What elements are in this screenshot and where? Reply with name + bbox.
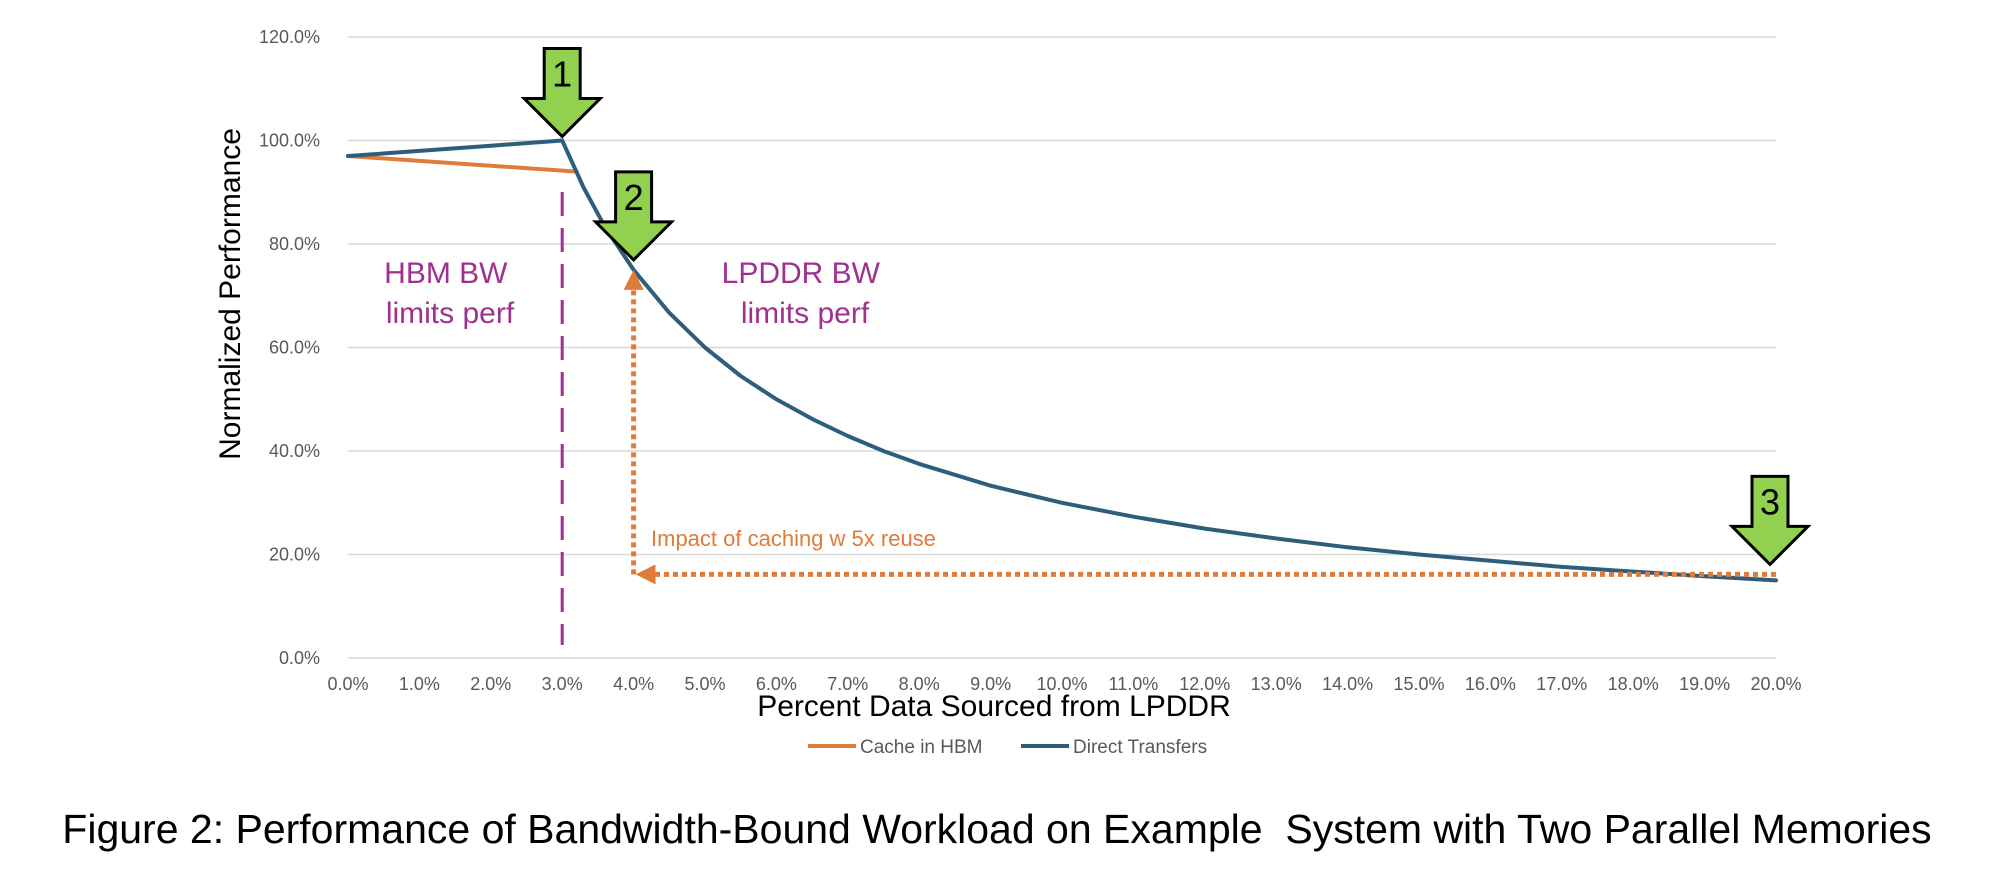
x-tick-label: 5.0% [684,674,725,694]
callout-arrow-1 [520,47,604,139]
x-tick-label: 6.0% [756,674,797,694]
x-tick-label: 8.0% [899,674,940,694]
x-tick-label: 19.0% [1679,674,1730,694]
y-tick-label: 80.0% [269,234,320,254]
x-tick-label: 4.0% [613,674,654,694]
series-line-cache-in-hbm [346,154,579,174]
y-tick-label: 60.0% [269,338,320,358]
callout-arrow-3 [1728,474,1812,567]
y-tick-label: 120.0% [259,27,320,47]
x-tick-label: 17.0% [1536,674,1587,694]
hbm-region-label-line-2: limits perf [386,297,515,330]
x-axis-ticks: 0.0% 1.0% 2.0% 3.0% 4.0% 5.0% 6.0% 7.0% 8.0% 9.0%… [327,674,1801,694]
x-axis-title: Percent Data Sourced from LPDDR [757,690,1231,723]
x-tick-label: 13.0% [1251,674,1302,694]
y-axis-title: Normalized Performance [214,128,247,460]
y-tick-label: 0.0% [279,648,320,668]
legend: Cache in HBM Direct Transfers [808,737,1207,758]
x-tick-label: 1.0% [399,674,440,694]
x-tick-label: 10.0% [1036,674,1087,694]
x-tick-label: 16.0% [1465,674,1516,694]
impact-annotation: Impact of caching w 5x reuse [651,526,936,551]
series-lines [346,138,1778,583]
x-tick-label: 15.0% [1393,674,1444,694]
y-axis-ticks: 0.0% 20.0% 40.0% 60.0% 80.0% 100.0% 120.0% [259,27,320,668]
callout-number-3: 3 [1760,481,1780,522]
x-tick-label: 3.0% [542,674,583,694]
lpddr-region-label-line-1: LPDDR BW [722,257,881,290]
gridlines [348,36,1776,659]
figure-caption: Figure 2: Performance of Bandwidth-Bound… [62,806,1932,852]
lpddr-region-label: LPDDR BW limits perf [722,257,889,330]
x-tick-label: 12.0% [1179,674,1230,694]
legend-label-1: Direct Transfers [1073,737,1207,758]
hbm-region-label-line-1: HBM BW [384,257,508,290]
callout-number-2: 2 [624,177,644,218]
x-tick-label: 7.0% [827,674,868,694]
callout-arrow-2 [591,170,676,262]
y-tick-label: 100.0% [259,131,320,151]
y-tick-label: 40.0% [269,441,320,461]
hbm-region-label: HBM BW limits perf [384,257,516,330]
series-line-direct-transfers [346,138,1778,583]
x-tick-label: 2.0% [470,674,511,694]
x-tick-label: 18.0% [1608,674,1659,694]
x-tick-label: 20.0% [1750,674,1801,694]
legend-label-0: Cache in HBM [860,737,983,758]
callout-markers: 1 2 3 [520,47,1812,567]
y-tick-label: 20.0% [269,545,320,565]
x-tick-label: 0.0% [327,674,368,694]
lpddr-region-label-line-2: limits perf [741,297,870,330]
x-tick-label: 9.0% [970,674,1011,694]
callout-number-1: 1 [552,54,572,95]
x-tick-label: 14.0% [1322,674,1373,694]
x-tick-label: 11.0% [1109,674,1159,694]
impact-arrows [623,269,1776,585]
